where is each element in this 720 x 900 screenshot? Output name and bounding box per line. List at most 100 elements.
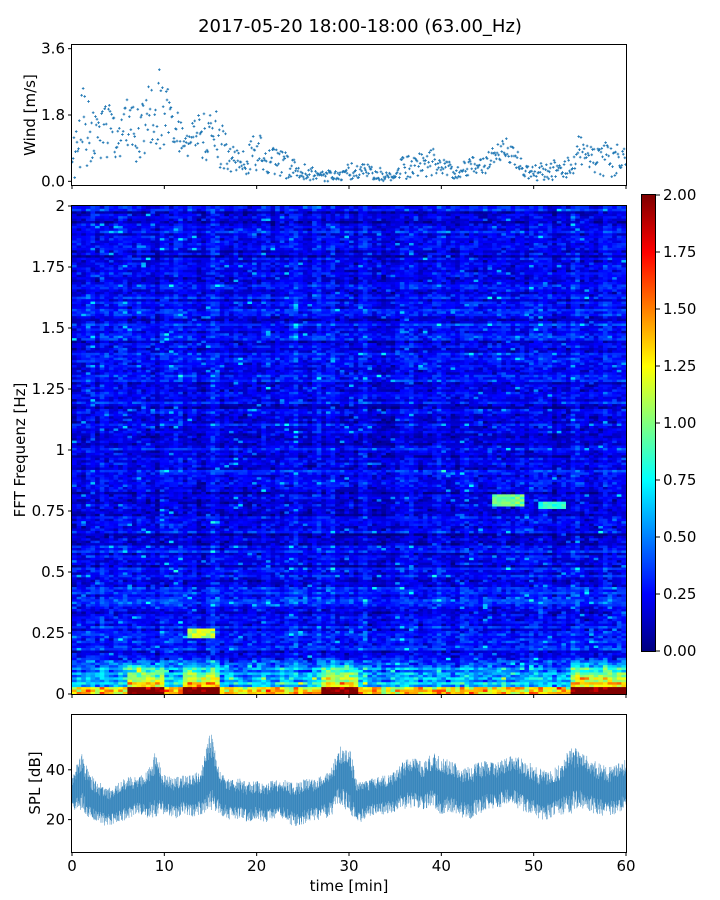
spectrogram-cell [340,687,345,690]
spectrogram-cell [372,657,377,660]
spectrogram-cell [192,650,197,653]
spectrogram-cell [266,682,271,685]
spectrogram-cell [617,674,622,677]
spectrogram-cell [132,623,137,626]
spectrogram-cell [414,609,419,612]
wind-point [194,144,197,147]
spectrogram-cell [284,606,289,609]
spectrogram-cell [552,682,557,685]
wind-point [110,127,113,130]
wind-point [370,166,373,169]
spectrogram-cell [192,640,197,643]
spectrogram-cell [294,653,299,656]
spectrogram-cell [271,689,276,692]
spectrogram-cell [109,687,114,690]
spectrogram-cell [446,616,451,619]
spectrogram-cell [404,657,409,660]
wind-point [420,153,423,156]
spectrogram-cell [589,667,594,670]
spectrogram-cell [146,611,151,614]
spectrogram-cell [432,616,437,619]
spectrogram-cell [243,609,248,612]
spectrogram-cell [603,687,608,690]
spectrogram-cell [192,672,197,675]
spectrogram-cell [183,606,188,609]
spectrogram-cell [280,645,285,648]
spectrogram-cell [400,623,405,626]
spectrogram-cell [72,653,77,656]
spectrogram-cell [174,633,179,636]
spectrogram-cell [271,662,276,665]
spectrogram-cell [183,662,188,665]
spectrogram-cell [571,635,576,638]
wind-point [500,145,503,148]
spectrogram-cell [386,650,391,653]
spectrogram-cell [77,670,82,673]
spectrogram-cell [132,692,137,695]
spectrogram-cell [150,613,155,616]
spectrogram-cell [446,635,451,638]
spectrogram-cell [220,665,225,668]
spectrogram-cell [391,631,396,634]
spectrogram-cell [211,606,216,609]
spectrogram-cell [358,677,363,680]
spectrogram-cell [381,631,386,634]
spectrogram-cell [137,653,142,656]
spectrogram-cell [192,643,197,646]
spectrogram-cell [303,674,308,677]
spectrogram-cell [192,609,197,612]
wind-point [353,175,356,178]
spectrogram-cell [178,643,183,646]
wind-point [574,167,577,170]
spectrogram-cell [548,631,553,634]
spectrogram-cell [187,645,192,648]
spectrogram-cell [515,682,520,685]
spectrogram-cell [271,628,276,631]
wind-point [517,151,520,154]
wind-point [197,142,200,145]
wind-point [97,121,100,124]
spectrogram-cell [197,684,202,687]
spectrogram-cell [215,613,220,616]
spectrogram-cell [280,684,285,687]
spectrogram-cell [174,613,179,616]
spectrogram-cell [427,613,432,616]
spectrogram-cell [598,609,603,612]
spectrogram-cell [566,643,571,646]
spectrogram-cell [284,623,289,626]
spectrogram-cell [261,621,266,624]
spectrogram-cell [437,679,442,682]
spectrogram-cell [229,672,234,675]
spectrogram-cell [400,628,405,631]
spectrogram-cell [400,609,405,612]
spectrogram-cell [580,657,585,660]
spectrogram-cell [418,672,423,675]
wind-point [277,162,280,165]
spectrogram-cell [571,662,576,665]
spectrogram-cell [483,667,488,670]
spectrogram-cell [349,682,354,685]
spectrogram-cell [178,679,183,682]
spectrogram-cell [178,672,183,675]
spectrogram-cell [552,692,557,695]
spectrogram-cell [141,643,146,646]
spectrogram-cell [243,648,248,651]
spectrogram-cell [220,606,225,609]
spectrogram-cell [344,657,349,660]
spectrogram-cell [100,684,105,687]
spectrogram-cell [404,648,409,651]
spectrogram-cell [451,667,456,670]
spectrogram-cell [243,689,248,692]
spectrogram-cell [483,682,488,685]
spectrogram-cell [307,609,312,612]
spectrogram-cell [432,611,437,614]
wind-point [410,160,413,163]
spectrogram-cell [137,670,142,673]
spectrogram-cell [418,655,423,658]
spectrogram-cell [243,672,248,675]
spectrogram-cell [520,677,525,680]
spectrogram-cell [169,667,174,670]
spectrogram-cell [423,631,428,634]
spectrogram-cell [460,621,465,624]
spectrogram-cell [418,638,423,641]
